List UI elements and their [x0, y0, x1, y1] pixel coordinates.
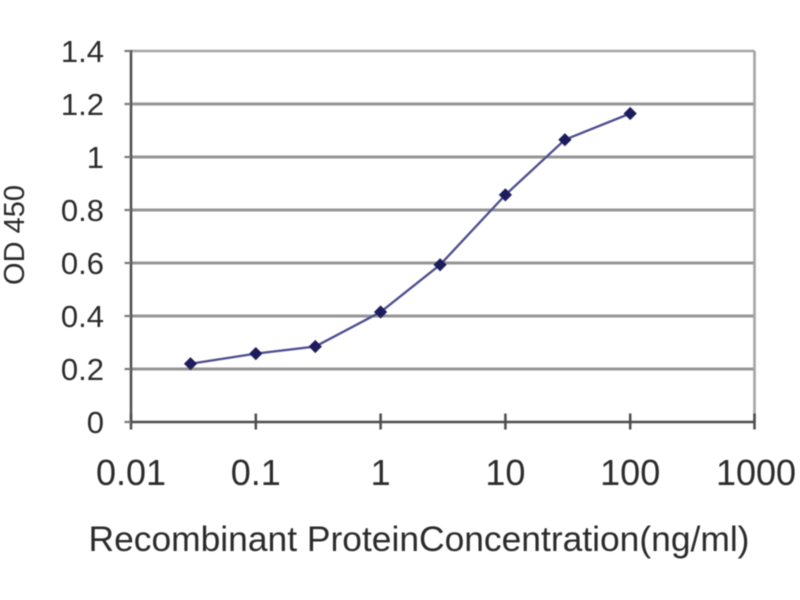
svg-text:1.2: 1.2 [61, 87, 104, 122]
svg-text:1000: 1000 [716, 452, 796, 493]
svg-text:0.2: 0.2 [61, 352, 104, 387]
svg-text:100: 100 [600, 452, 660, 493]
svg-text:0.6: 0.6 [61, 246, 104, 281]
svg-text:1: 1 [87, 140, 104, 175]
svg-text:0.01: 0.01 [96, 452, 166, 493]
svg-text:1.4: 1.4 [61, 34, 104, 69]
svg-text:1: 1 [371, 452, 391, 493]
svg-text:OD 450: OD 450 [0, 185, 31, 285]
svg-text:Recombinant ProteinConcentrati: Recombinant ProteinConcentration(ng/ml) [89, 519, 750, 559]
svg-text:0: 0 [87, 405, 104, 440]
svg-text:0.4: 0.4 [61, 299, 104, 334]
svg-text:0.8: 0.8 [61, 193, 104, 228]
svg-text:0.1: 0.1 [231, 452, 281, 493]
svg-text:10: 10 [485, 452, 525, 493]
